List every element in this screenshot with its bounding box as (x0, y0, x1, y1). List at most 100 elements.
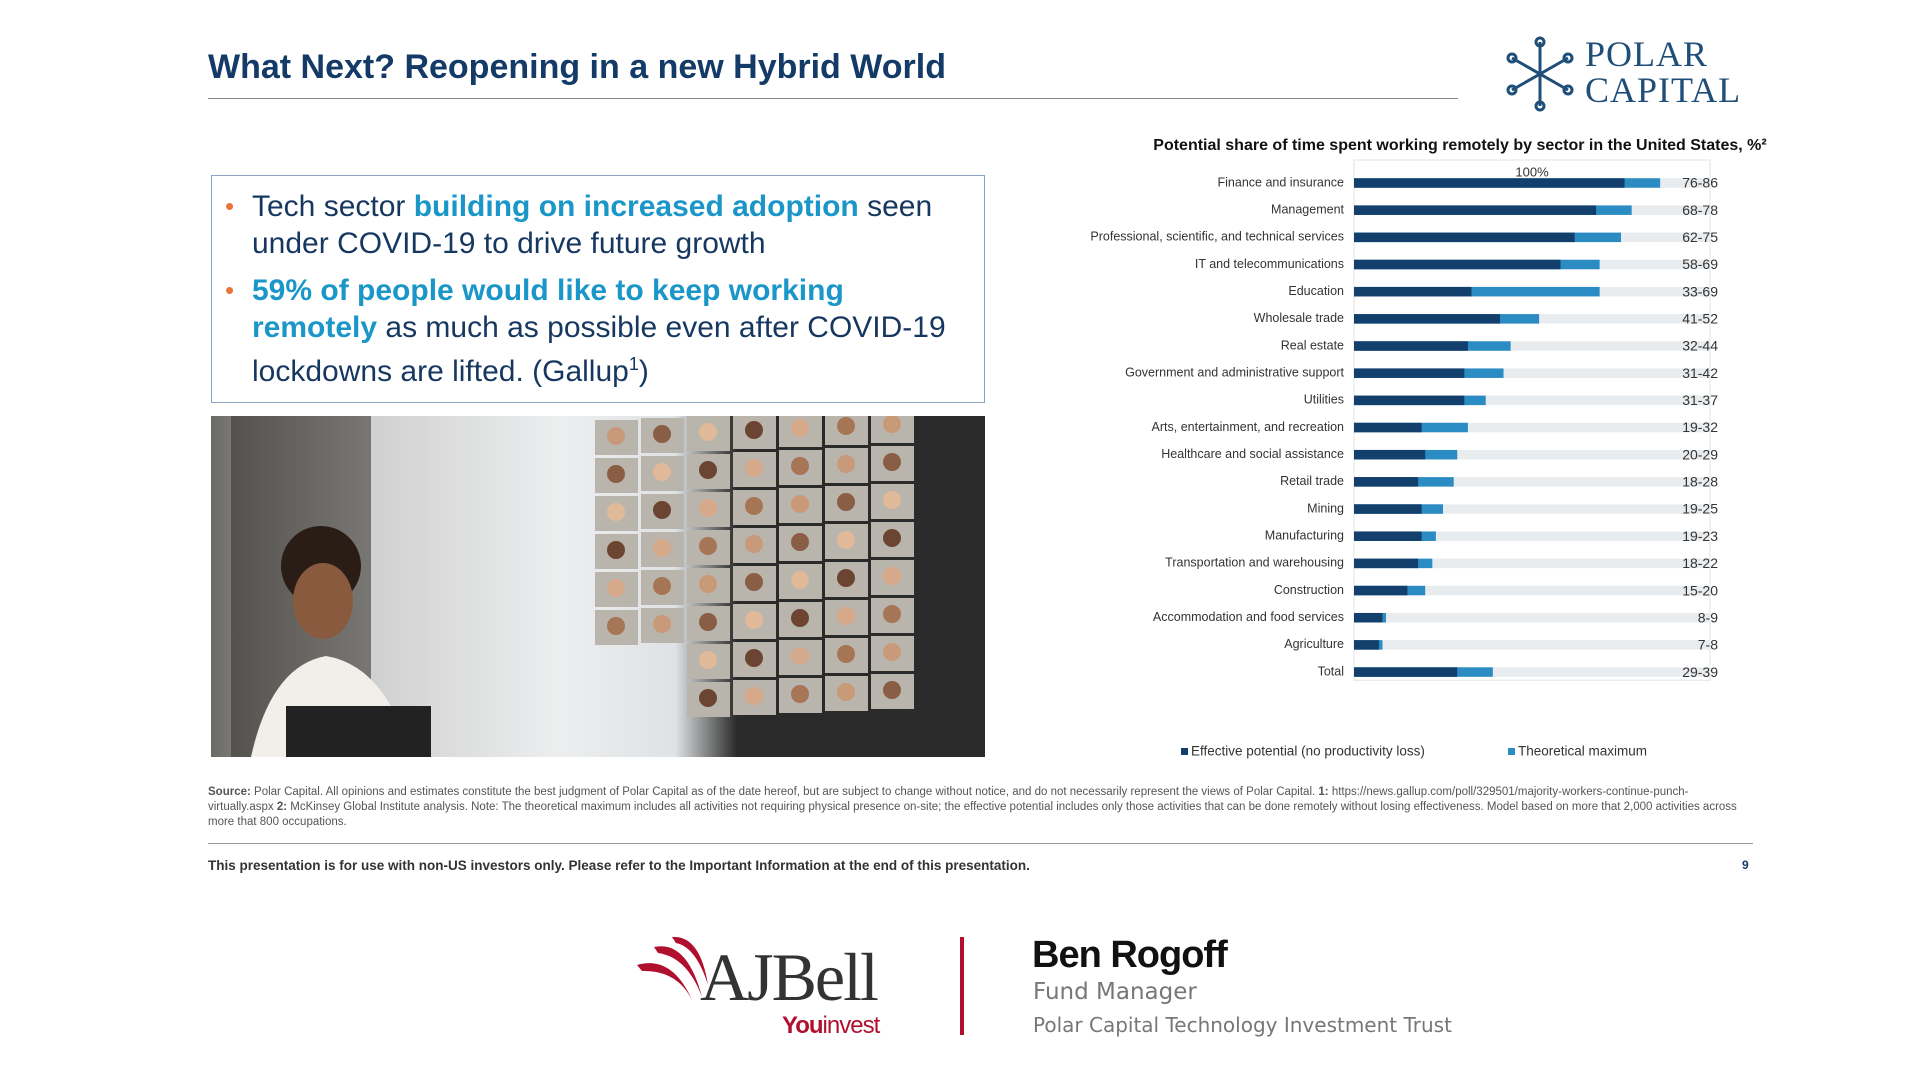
source-lead: Source: (208, 786, 251, 798)
highlight: 59% of people would like to keep working… (252, 274, 844, 344)
face (745, 611, 763, 629)
face (653, 425, 671, 443)
bar (1354, 178, 1625, 188)
bar (1354, 585, 1408, 596)
face (699, 537, 717, 555)
bar-background (1354, 341, 1710, 351)
face (883, 567, 901, 585)
face (607, 427, 625, 445)
bar-background (1354, 395, 1710, 406)
bar-background (1354, 477, 1710, 487)
value-label: 18-28 (1682, 474, 1718, 490)
bar-background (1354, 368, 1710, 378)
face (699, 575, 717, 593)
bar (1354, 286, 1600, 297)
value-label: 19-32 (1682, 419, 1718, 435)
face (607, 503, 625, 521)
face (837, 569, 855, 587)
value-label: 31-42 (1682, 365, 1718, 381)
category-label: Healthcare and social assistance (1161, 447, 1344, 461)
bar-background (1354, 667, 1710, 677)
value-label: 62-75 (1682, 229, 1718, 245)
face (791, 495, 809, 513)
value-label: 68-78 (1682, 202, 1718, 218)
bullet-box: Tech sector building on increased adopti… (211, 175, 985, 403)
bar (1354, 477, 1419, 487)
value-label: 76-86 (1682, 175, 1718, 191)
footnote-ref: 1 (628, 354, 639, 374)
bar (1354, 341, 1468, 351)
aj-logo: AJBell (700, 939, 879, 1015)
value-label: 18-22 (1682, 555, 1718, 571)
category-label: Education (1288, 284, 1344, 298)
logo-line: POLAR (1585, 34, 1709, 74)
category-label: Finance and insurance (1218, 175, 1345, 189)
face (607, 579, 625, 597)
face (699, 689, 717, 707)
face (883, 605, 901, 623)
face (607, 617, 625, 635)
text: invest (822, 1012, 881, 1039)
bar (1354, 259, 1561, 270)
chart-title: Potential share of time spent working re… (1153, 137, 1767, 154)
face (745, 535, 763, 553)
disclaimer: This presentation is for use with non-US… (208, 858, 1030, 873)
bar (1354, 395, 1465, 406)
logo-icon (1506, 36, 1574, 112)
bar-background (1354, 640, 1710, 650)
face (653, 539, 671, 557)
value-label: 20-29 (1682, 446, 1718, 462)
x-tick-label: 100% (1515, 164, 1549, 179)
category-label: Arts, entertainment, and recreation (1152, 420, 1345, 434)
aj-sub: Youinvest (782, 1012, 881, 1040)
text: as much as possible even after COVID-19 … (252, 311, 946, 388)
note-num: 1: (1318, 786, 1329, 798)
face (791, 571, 809, 589)
bar (1354, 640, 1379, 650)
bar-background (1354, 504, 1710, 514)
page-number: 9 (1742, 858, 1749, 872)
category-label: Management (1271, 202, 1344, 216)
text: Polar Capital. All opinions and estimate… (250, 786, 1319, 798)
value-label: 32-44 (1682, 338, 1718, 354)
face (791, 685, 809, 703)
value-label: 19-25 (1682, 501, 1718, 517)
text: ) (638, 355, 649, 388)
face (837, 455, 855, 473)
value-label: 7-8 (1698, 637, 1718, 653)
text: https://news.gallup.com/poll/329501/majo… (208, 786, 1689, 813)
slide-title: What Next? Reopening in a new Hybrid Wor… (208, 48, 946, 86)
face (745, 687, 763, 705)
presenter-role: Fund Manager (1033, 979, 1197, 1005)
legend-swatch (1181, 748, 1188, 755)
bar-background (1354, 422, 1710, 433)
text: McKinsey Global Institute analysis. Note… (208, 801, 1737, 828)
logo-text: POLAR CAPITAL (1585, 36, 1741, 108)
face (837, 493, 855, 511)
title-rule (208, 98, 1458, 99)
value-label: 8-9 (1698, 609, 1718, 625)
face (745, 459, 763, 477)
logo-line: CAPITAL (1585, 70, 1742, 110)
category-label: Construction (1274, 583, 1344, 597)
source-note: Source: Polar Capital. All opinions and … (208, 785, 1753, 830)
legend-label: Effective potential (no productivity los… (1191, 744, 1425, 759)
category-label: Retail trade (1280, 474, 1344, 488)
category-label: Agriculture (1284, 637, 1344, 651)
face (791, 609, 809, 627)
face (745, 573, 763, 591)
footer-rule (208, 843, 1753, 844)
face (883, 491, 901, 509)
face (837, 531, 855, 549)
bar (1354, 314, 1500, 324)
text: You (782, 1012, 824, 1039)
category-label: Real estate (1281, 338, 1344, 352)
face (791, 457, 809, 475)
bar (1354, 422, 1422, 433)
value-label: 15-20 (1682, 582, 1718, 598)
face (699, 651, 717, 669)
value-label: 58-69 (1682, 256, 1718, 272)
bar (1354, 449, 1426, 460)
face (883, 681, 901, 699)
category-label: Total (1318, 664, 1344, 678)
